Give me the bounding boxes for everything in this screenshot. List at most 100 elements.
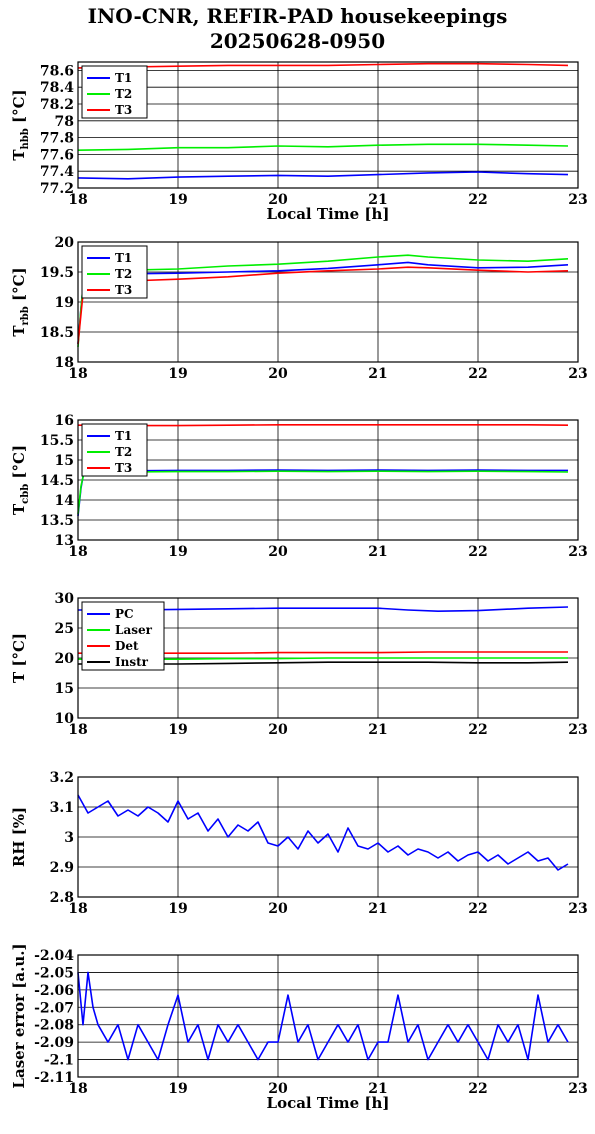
x-tick-label: 23 xyxy=(568,366,587,382)
y-tick-label: 3.1 xyxy=(50,800,74,816)
y-tick-label: -2.1 xyxy=(44,1053,74,1069)
plot-frame xyxy=(77,419,579,541)
y-tick-label: 78.4 xyxy=(40,80,74,96)
legend-label: T3 xyxy=(115,461,132,475)
x-tick-label: 21 xyxy=(368,722,387,738)
series-line-t2 xyxy=(77,143,569,151)
x-tick-label: 20 xyxy=(268,366,288,382)
x-tick-label: 19 xyxy=(168,901,187,917)
y-tick-label: 15.5 xyxy=(40,433,74,449)
grid-lines xyxy=(77,776,579,898)
y-axis-label: Trbb [°C] xyxy=(10,267,31,336)
x-tick-label: 21 xyxy=(368,901,387,917)
legend-label: PC xyxy=(115,607,134,621)
x-tick-label: 19 xyxy=(168,192,187,208)
series-line-t2 xyxy=(77,470,569,515)
series-line xyxy=(77,794,569,871)
grid-lines xyxy=(77,62,579,189)
x-tick-label: 21 xyxy=(368,544,387,560)
y-tick-label: 2.9 xyxy=(50,860,74,876)
series-line-pc xyxy=(78,606,569,613)
x-tick-label: 19 xyxy=(168,366,187,382)
y-tick-label: 15 xyxy=(55,681,74,697)
y-tick-label: 13 xyxy=(55,533,74,549)
legend-label: Det xyxy=(115,639,139,653)
x-tick-label: 23 xyxy=(568,544,587,560)
chart-panel-6: -2.11-2.1 -2.09-2.08 -2.07-2.06 -2.05-2.04 1… xyxy=(10,943,588,1112)
y-axis-label-main: T xyxy=(10,149,28,161)
series-line-t1 xyxy=(77,171,569,180)
y-tick-label: 77.2 xyxy=(40,181,74,197)
y-tick-label: -2.07 xyxy=(34,1000,74,1016)
y-tick-label: 18 xyxy=(55,355,74,371)
series-line-t3 xyxy=(77,423,569,427)
series-line-t3 xyxy=(77,266,569,345)
chart-panel-3: 13 13.5 14 14.5 15 15.5 16 18 19 20 21 22 23 T1 T2 T3 Tc… xyxy=(10,413,588,560)
y-tick-label: 78.6 xyxy=(40,63,74,79)
y-axis-label: Tcbb [°C] xyxy=(10,445,31,515)
x-tick-label: 22 xyxy=(468,366,487,382)
y-axis-label-unit: [°C] xyxy=(10,445,28,484)
y-axis-label: Thbb [°C] xyxy=(10,89,31,160)
y-tick-label: 16 xyxy=(55,413,74,429)
plot-frame xyxy=(77,597,579,719)
legend-label: T2 xyxy=(115,87,132,101)
y-axis-label-main: T [°C] xyxy=(10,633,28,683)
legend-label: T2 xyxy=(115,267,132,281)
x-tick-label: 23 xyxy=(568,192,587,208)
y-axis-label: RH [%] xyxy=(10,807,28,867)
x-tick-label: 18 xyxy=(68,901,87,917)
series-line xyxy=(77,971,569,1061)
x-tick-label: 22 xyxy=(468,722,487,738)
figure-title-line-2: 20250628-0950 xyxy=(209,29,386,53)
grid-lines xyxy=(77,419,579,541)
x-tick-label: 19 xyxy=(168,1081,187,1097)
legend-label: Laser xyxy=(115,623,153,637)
y-tick-label: 77.6 xyxy=(40,147,74,163)
legend-label: T1 xyxy=(115,251,132,265)
x-tick-label: 23 xyxy=(568,1081,587,1097)
x-tick-label: 19 xyxy=(168,722,187,738)
y-axis-label-unit: [°C] xyxy=(10,89,28,128)
x-tick-label: 21 xyxy=(368,366,387,382)
chart-panel-5: 2.8 2.9 3 3.1 3.2 18 19 20 21 22 23 RH [%] xyxy=(10,770,588,917)
x-tick-label: 22 xyxy=(468,544,487,560)
x-tick-label: 19 xyxy=(168,544,187,560)
legend: T1 T2 T3 xyxy=(81,65,148,119)
y-tick-label: 25 xyxy=(55,621,74,637)
y-tick-label: 19 xyxy=(55,295,74,311)
chart-panel-2: 18 18.5 19 19.5 20 18 19 20 21 22 23 T1 T2 T3 Trbb [°C… xyxy=(10,235,588,382)
y-tick-label: 2.8 xyxy=(50,890,74,906)
legend-label: T2 xyxy=(115,445,132,459)
y-axis-label-subscript: rbb xyxy=(20,306,31,325)
y-axis-label: Laser error [a.u.] xyxy=(10,943,28,1088)
x-tick-label: 18 xyxy=(68,544,87,560)
y-tick-label: 20 xyxy=(55,235,75,251)
y-axis-label-subscript: cbb xyxy=(20,484,31,504)
y-axis-label-main: T xyxy=(10,325,28,337)
x-tick-label: 20 xyxy=(268,544,288,560)
y-tick-label: 13.5 xyxy=(40,513,74,529)
y-tick-label: 18.5 xyxy=(40,325,74,341)
series-line-t1 xyxy=(77,469,568,517)
y-axis-label-main: T xyxy=(10,503,28,515)
y-tick-label: 3 xyxy=(64,830,74,846)
x-tick-label: 20 xyxy=(268,901,288,917)
x-tick-label: 21 xyxy=(368,1081,387,1097)
legend-label: T3 xyxy=(115,283,132,297)
y-tick-label: 19.5 xyxy=(40,265,74,281)
plot-frame xyxy=(77,776,579,898)
y-tick-label: 30 xyxy=(55,591,75,607)
x-tick-label: 20 xyxy=(268,722,288,738)
y-tick-label: 77.8 xyxy=(40,131,74,147)
x-axis-label: Local Time [h] xyxy=(267,1094,390,1112)
legend: PC Laser Det Instr xyxy=(81,601,165,671)
x-tick-label: 23 xyxy=(568,722,587,738)
x-tick-label: 18 xyxy=(68,1081,87,1097)
plot-frame xyxy=(77,61,579,189)
y-tick-label: 20 xyxy=(55,651,75,667)
legend-label: T1 xyxy=(115,429,132,443)
series-line-t3 xyxy=(77,62,569,69)
